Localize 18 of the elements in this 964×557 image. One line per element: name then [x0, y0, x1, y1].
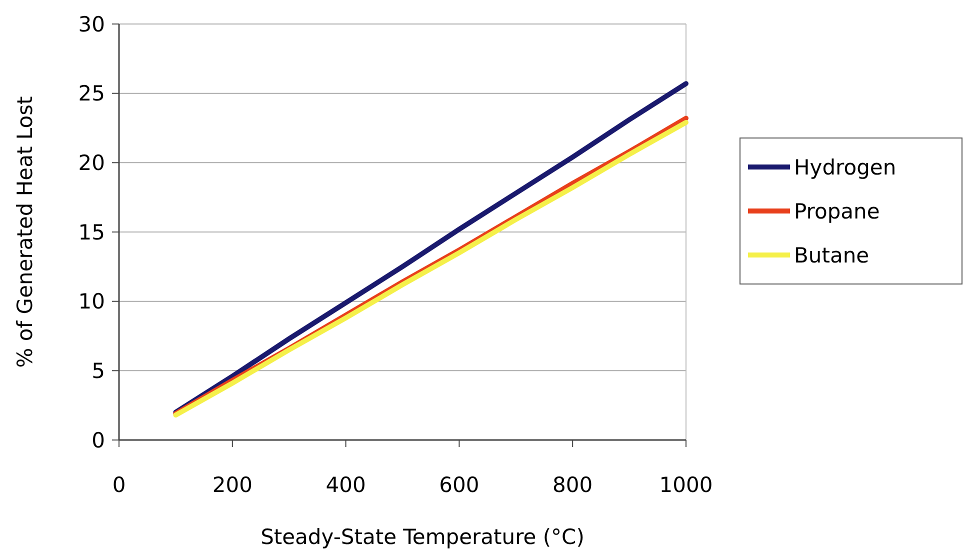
x-tick-label: 0	[112, 473, 126, 497]
legend-label: Hydrogen	[794, 155, 896, 180]
legend-label: Propane	[794, 199, 880, 224]
legend-label: Butane	[794, 243, 870, 268]
y-tick-label: 10	[78, 290, 105, 314]
y-tick-label: 0	[92, 428, 105, 452]
x-tick-label: 800	[552, 473, 593, 497]
y-tick-label: 15	[78, 220, 105, 244]
x-tick-label: 600	[439, 473, 480, 497]
y-tick-label: 25	[78, 82, 105, 106]
y-tick-label: 20	[78, 151, 105, 176]
x-tick-label: 400	[326, 473, 366, 497]
x-axis-title: Steady-State Temperature (°C)	[260, 525, 584, 549]
y-tick-label: 30	[78, 12, 105, 36]
y-tick-label: 5	[92, 359, 105, 384]
x-tick-label: 200	[212, 473, 252, 497]
x-tick-label: 1000	[659, 473, 713, 497]
y-axis-title: % of Generated Heat Lost	[13, 96, 37, 368]
